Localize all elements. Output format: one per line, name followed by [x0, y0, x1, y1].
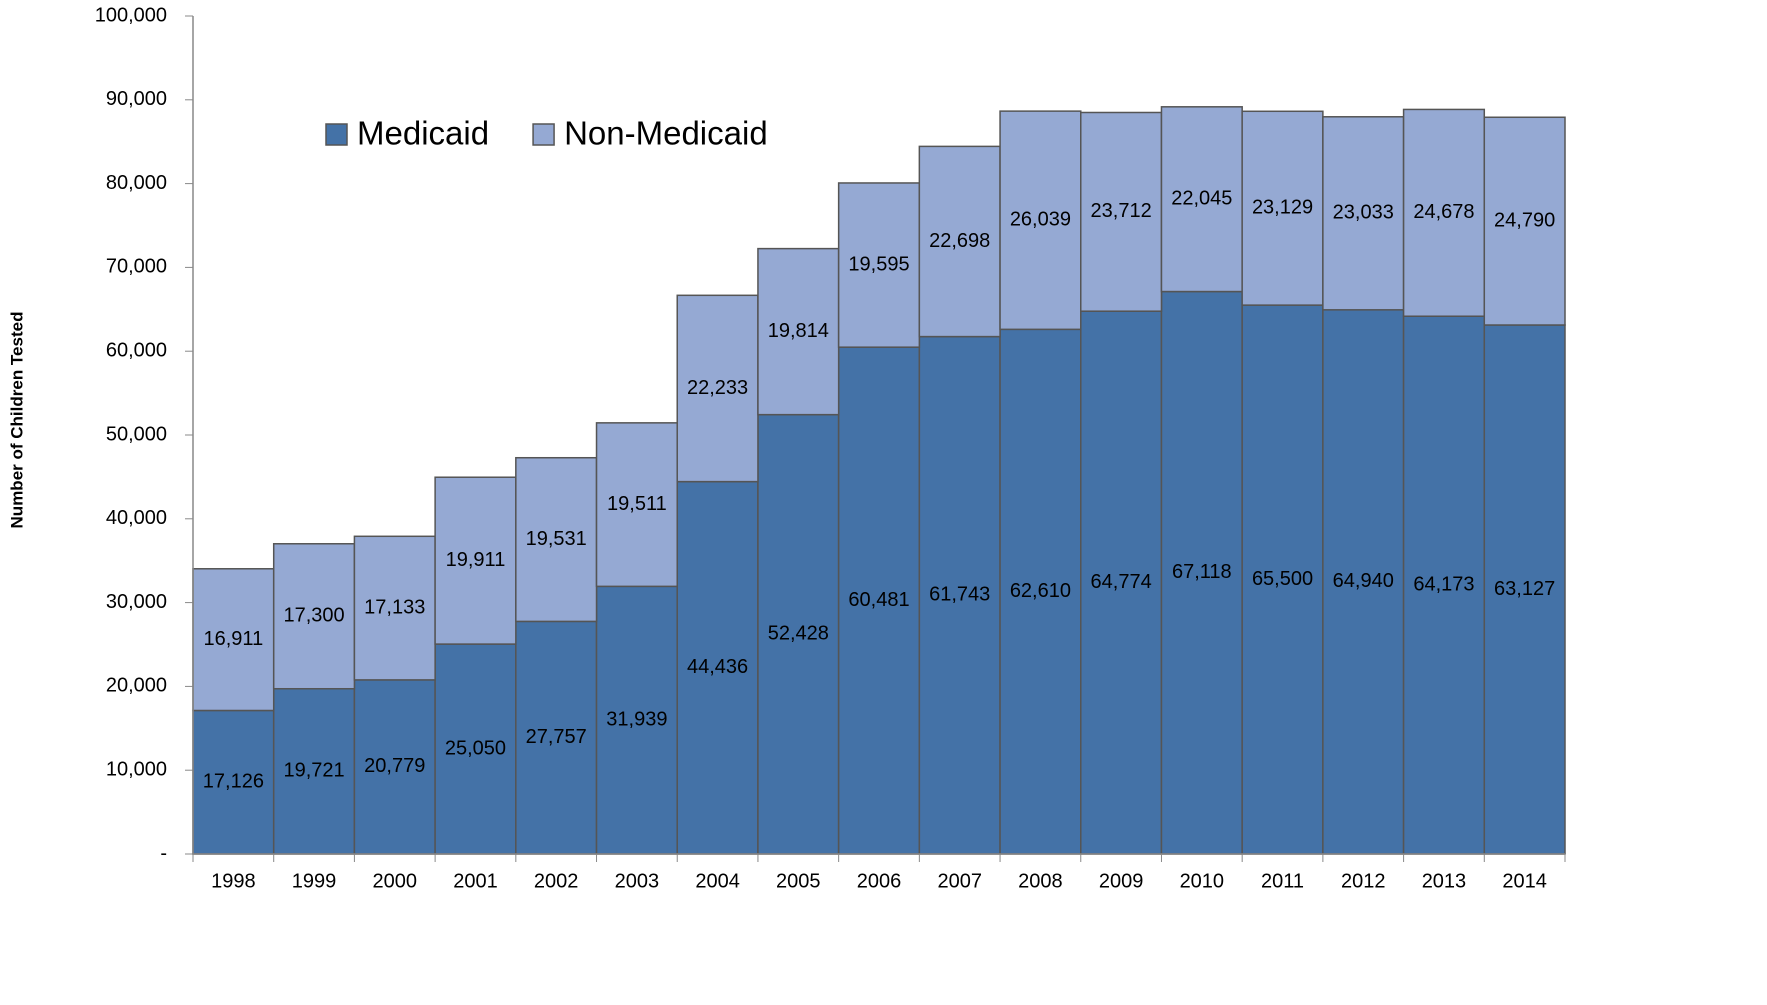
- x-tick-label: 2001: [453, 870, 498, 892]
- data-label: 24,678: [1413, 201, 1474, 223]
- x-tick-label: 2004: [695, 870, 740, 892]
- data-label: 17,126: [203, 771, 264, 793]
- x-tick-label: 2014: [1502, 870, 1547, 892]
- data-label: 16,911: [204, 628, 264, 650]
- x-tick-label: 2010: [1180, 870, 1225, 892]
- data-label: 23,129: [1252, 196, 1313, 218]
- data-label: 20,779: [364, 755, 425, 777]
- data-label: 17,300: [283, 605, 344, 627]
- y-tick-label: 100,000: [95, 4, 167, 26]
- data-label: 19,814: [768, 320, 829, 342]
- bar-segment: [837, 182, 921, 348]
- bar-segment: [353, 535, 436, 681]
- data-label: 22,233: [687, 377, 748, 399]
- bar-segment: [1483, 324, 1566, 855]
- bar-segment: [272, 687, 356, 855]
- bar-segment: [1322, 116, 1405, 311]
- y-tick-label: 60,000: [106, 339, 167, 361]
- data-label: 22,045: [1171, 187, 1232, 209]
- x-tick-label: 2007: [937, 870, 982, 892]
- x-tick-label: 2013: [1422, 870, 1467, 892]
- data-label: 22,698: [929, 230, 990, 252]
- data-label: 19,911: [446, 549, 506, 571]
- y-tick-label: 50,000: [106, 423, 167, 445]
- y-axis-label: Number of Children Tested: [7, 312, 26, 529]
- data-label: 52,428: [768, 623, 829, 645]
- bar-segment: [1402, 315, 1486, 855]
- bar-segment: [434, 476, 517, 645]
- data-label: 27,757: [526, 726, 587, 748]
- data-label: 31,939: [606, 708, 667, 730]
- bar-segment: [676, 294, 759, 483]
- legend-swatch: [325, 123, 348, 146]
- x-tick-label: 1998: [211, 870, 256, 892]
- bar-segment: [1080, 310, 1163, 855]
- data-label: 26,039: [1010, 209, 1071, 231]
- legend-label: Non-Medicaid: [564, 115, 768, 152]
- data-label: 19,531: [526, 528, 587, 550]
- data-label: 44,436: [687, 656, 748, 678]
- bar-segment: [1160, 106, 1243, 293]
- bar-segment: [837, 346, 921, 855]
- bar-segment: [192, 568, 275, 712]
- bar-segment: [515, 620, 598, 855]
- y-tick-label: -: [160, 842, 167, 864]
- y-tick-label: 90,000: [106, 88, 167, 110]
- legend-label: Medicaid: [357, 115, 489, 152]
- x-tick-label: 2009: [1099, 870, 1144, 892]
- bar-segment: [676, 480, 759, 855]
- legend-swatch: [532, 123, 555, 146]
- bar-segment: [1160, 290, 1243, 855]
- bar-segment: [434, 643, 517, 855]
- bar-segment: [757, 247, 840, 416]
- bar-segment: [192, 709, 275, 855]
- y-tick-label: 80,000: [106, 172, 167, 194]
- x-tick-label: 2003: [615, 870, 660, 892]
- data-label: 60,481: [848, 589, 909, 611]
- data-label: 24,790: [1494, 209, 1555, 231]
- bar-segment: [1402, 108, 1486, 317]
- data-label: 62,610: [1010, 580, 1071, 602]
- data-label: 64,774: [1091, 571, 1152, 593]
- x-tick-label: 2005: [776, 870, 821, 892]
- y-tick-label: 70,000: [106, 256, 167, 278]
- x-tick-label: 2012: [1341, 870, 1386, 892]
- data-label: 64,173: [1413, 573, 1474, 595]
- bar-segment: [272, 543, 356, 690]
- bar-segment: [1080, 111, 1163, 312]
- data-label: 63,127: [1494, 578, 1555, 600]
- bar-segment: [353, 679, 436, 855]
- x-tick-label: 2008: [1018, 870, 1063, 892]
- data-label: 23,712: [1091, 200, 1152, 222]
- data-label: 19,595: [848, 253, 909, 275]
- bar-segment: [515, 456, 598, 623]
- x-tick-label: 2002: [534, 870, 579, 892]
- x-tick-label: 2000: [373, 870, 418, 892]
- x-tick-label: 2006: [857, 870, 902, 892]
- bar-segment: [1241, 110, 1324, 306]
- data-label: 19,721: [283, 760, 344, 782]
- y-tick-label: 40,000: [106, 507, 167, 529]
- x-tick-label: 1999: [292, 870, 337, 892]
- data-label: 61,743: [929, 584, 990, 606]
- y-tick-label: 20,000: [106, 675, 167, 697]
- bar-segment: [999, 328, 1082, 855]
- data-label: 25,050: [445, 737, 506, 759]
- data-label: 23,033: [1333, 202, 1394, 224]
- y-tick-label: 10,000: [106, 758, 167, 780]
- bar-segment: [918, 335, 1001, 855]
- x-tick-label: 2011: [1261, 870, 1304, 892]
- bar-segment: [1322, 309, 1405, 855]
- data-label: 19,511: [607, 493, 667, 515]
- data-label: 64,940: [1333, 570, 1394, 592]
- bar-segment: [918, 145, 1001, 338]
- bar-segment: [595, 422, 678, 588]
- bar-segment: [1483, 116, 1566, 326]
- y-tick-label: 30,000: [106, 591, 167, 613]
- data-label: 67,118: [1172, 561, 1232, 583]
- data-label: 65,500: [1252, 568, 1313, 590]
- data-label: 17,133: [364, 596, 425, 618]
